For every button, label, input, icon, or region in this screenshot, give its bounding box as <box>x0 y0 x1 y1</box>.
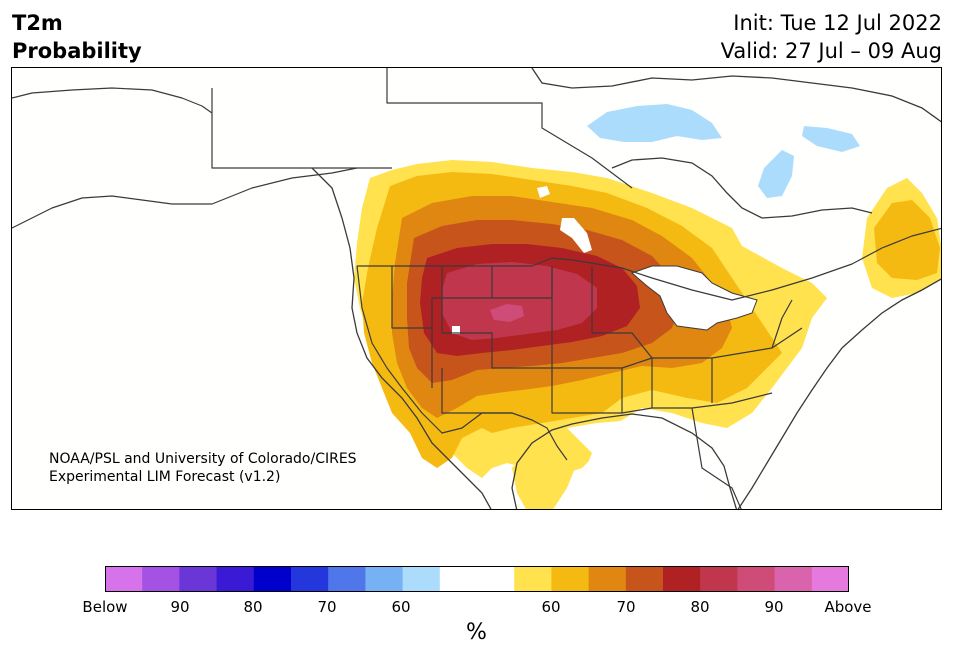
political-borders <box>12 68 941 509</box>
colorbar <box>105 566 849 592</box>
coastlines <box>311 68 941 509</box>
colorbar-unit: % <box>466 620 487 645</box>
colorbar-cell <box>291 566 329 592</box>
lake-james-bay <box>802 126 860 152</box>
lake-labrador <box>758 150 794 198</box>
gulf-of-mexico <box>567 420 717 509</box>
colorbar-cell <box>142 566 180 592</box>
colorbar-label-above-90: 90 <box>764 598 784 616</box>
init-date: Init: Tue 12 Jul 2022 <box>733 11 942 35</box>
colorbar-cell <box>551 566 590 592</box>
colorbar-cell <box>514 566 552 592</box>
colorbar-cells <box>105 566 849 592</box>
colorbar-outline <box>105 566 849 592</box>
colorbar-cell <box>663 566 701 592</box>
colorbar-cell <box>365 566 404 592</box>
colorbar-label-below-80: 80 <box>243 598 263 616</box>
colorbar-label-below: Below <box>82 598 128 616</box>
colorbar-cell <box>811 566 849 592</box>
colorbar-label-below-70: 70 <box>317 598 337 616</box>
contour-90 <box>490 304 524 322</box>
lake-hudson-bay <box>587 104 722 142</box>
colorbar-cell <box>588 566 627 592</box>
colorbar-label-below-60: 60 <box>391 598 411 616</box>
colorbar-cell <box>105 566 143 592</box>
colorbar-cell <box>700 566 738 592</box>
lake-great-salt <box>452 326 460 334</box>
colorbar-cell <box>477 566 515 592</box>
forecast-dates: Init: Tue 12 Jul 2022 Valid: 27 Jul – 09… <box>721 9 942 65</box>
lake-winnipeg-gap <box>537 186 550 198</box>
colorbar-label-above-70: 70 <box>616 598 636 616</box>
lake-devils <box>560 218 592 253</box>
colorbar-cell <box>774 566 813 592</box>
colorbar-cell <box>328 566 366 592</box>
title-variable: T2m <box>12 11 63 35</box>
colorbar-cell <box>625 566 664 592</box>
colorbar-cell <box>402 566 441 592</box>
colorbar-labels: Below 90 80 70 60 60 70 80 90 Above <box>0 598 953 618</box>
credit-line-2: Experimental LIM Forecast (v1.2) <box>49 469 281 485</box>
colorbar-cell <box>179 566 218 592</box>
valid-period: Valid: 27 Jul – 09 Aug <box>720 39 942 63</box>
colorbar-cell <box>253 566 292 592</box>
colorbar-label-below-90: 90 <box>170 598 190 616</box>
credit-line-1: NOAA/PSL and University of Colorado/CIRE… <box>49 451 357 467</box>
contour-65-northeast <box>874 200 940 280</box>
colorbar-label-above: Above <box>824 598 872 616</box>
credit-text: NOAA/PSL and University of Colorado/CIRE… <box>49 450 357 486</box>
colorbar-label-above-60: 60 <box>541 598 561 616</box>
colorbar-label-above-80: 80 <box>690 598 710 616</box>
map-canvas <box>12 68 941 509</box>
map-title: T2m Probability <box>12 9 142 65</box>
colorbar-cell <box>439 566 478 592</box>
title-product: Probability <box>12 39 142 63</box>
colorbar-cell <box>737 566 776 592</box>
forecast-map <box>11 67 942 510</box>
contour-60-mexico <box>512 428 577 509</box>
colorbar-cell <box>216 566 255 592</box>
contour-85 <box>442 262 597 340</box>
